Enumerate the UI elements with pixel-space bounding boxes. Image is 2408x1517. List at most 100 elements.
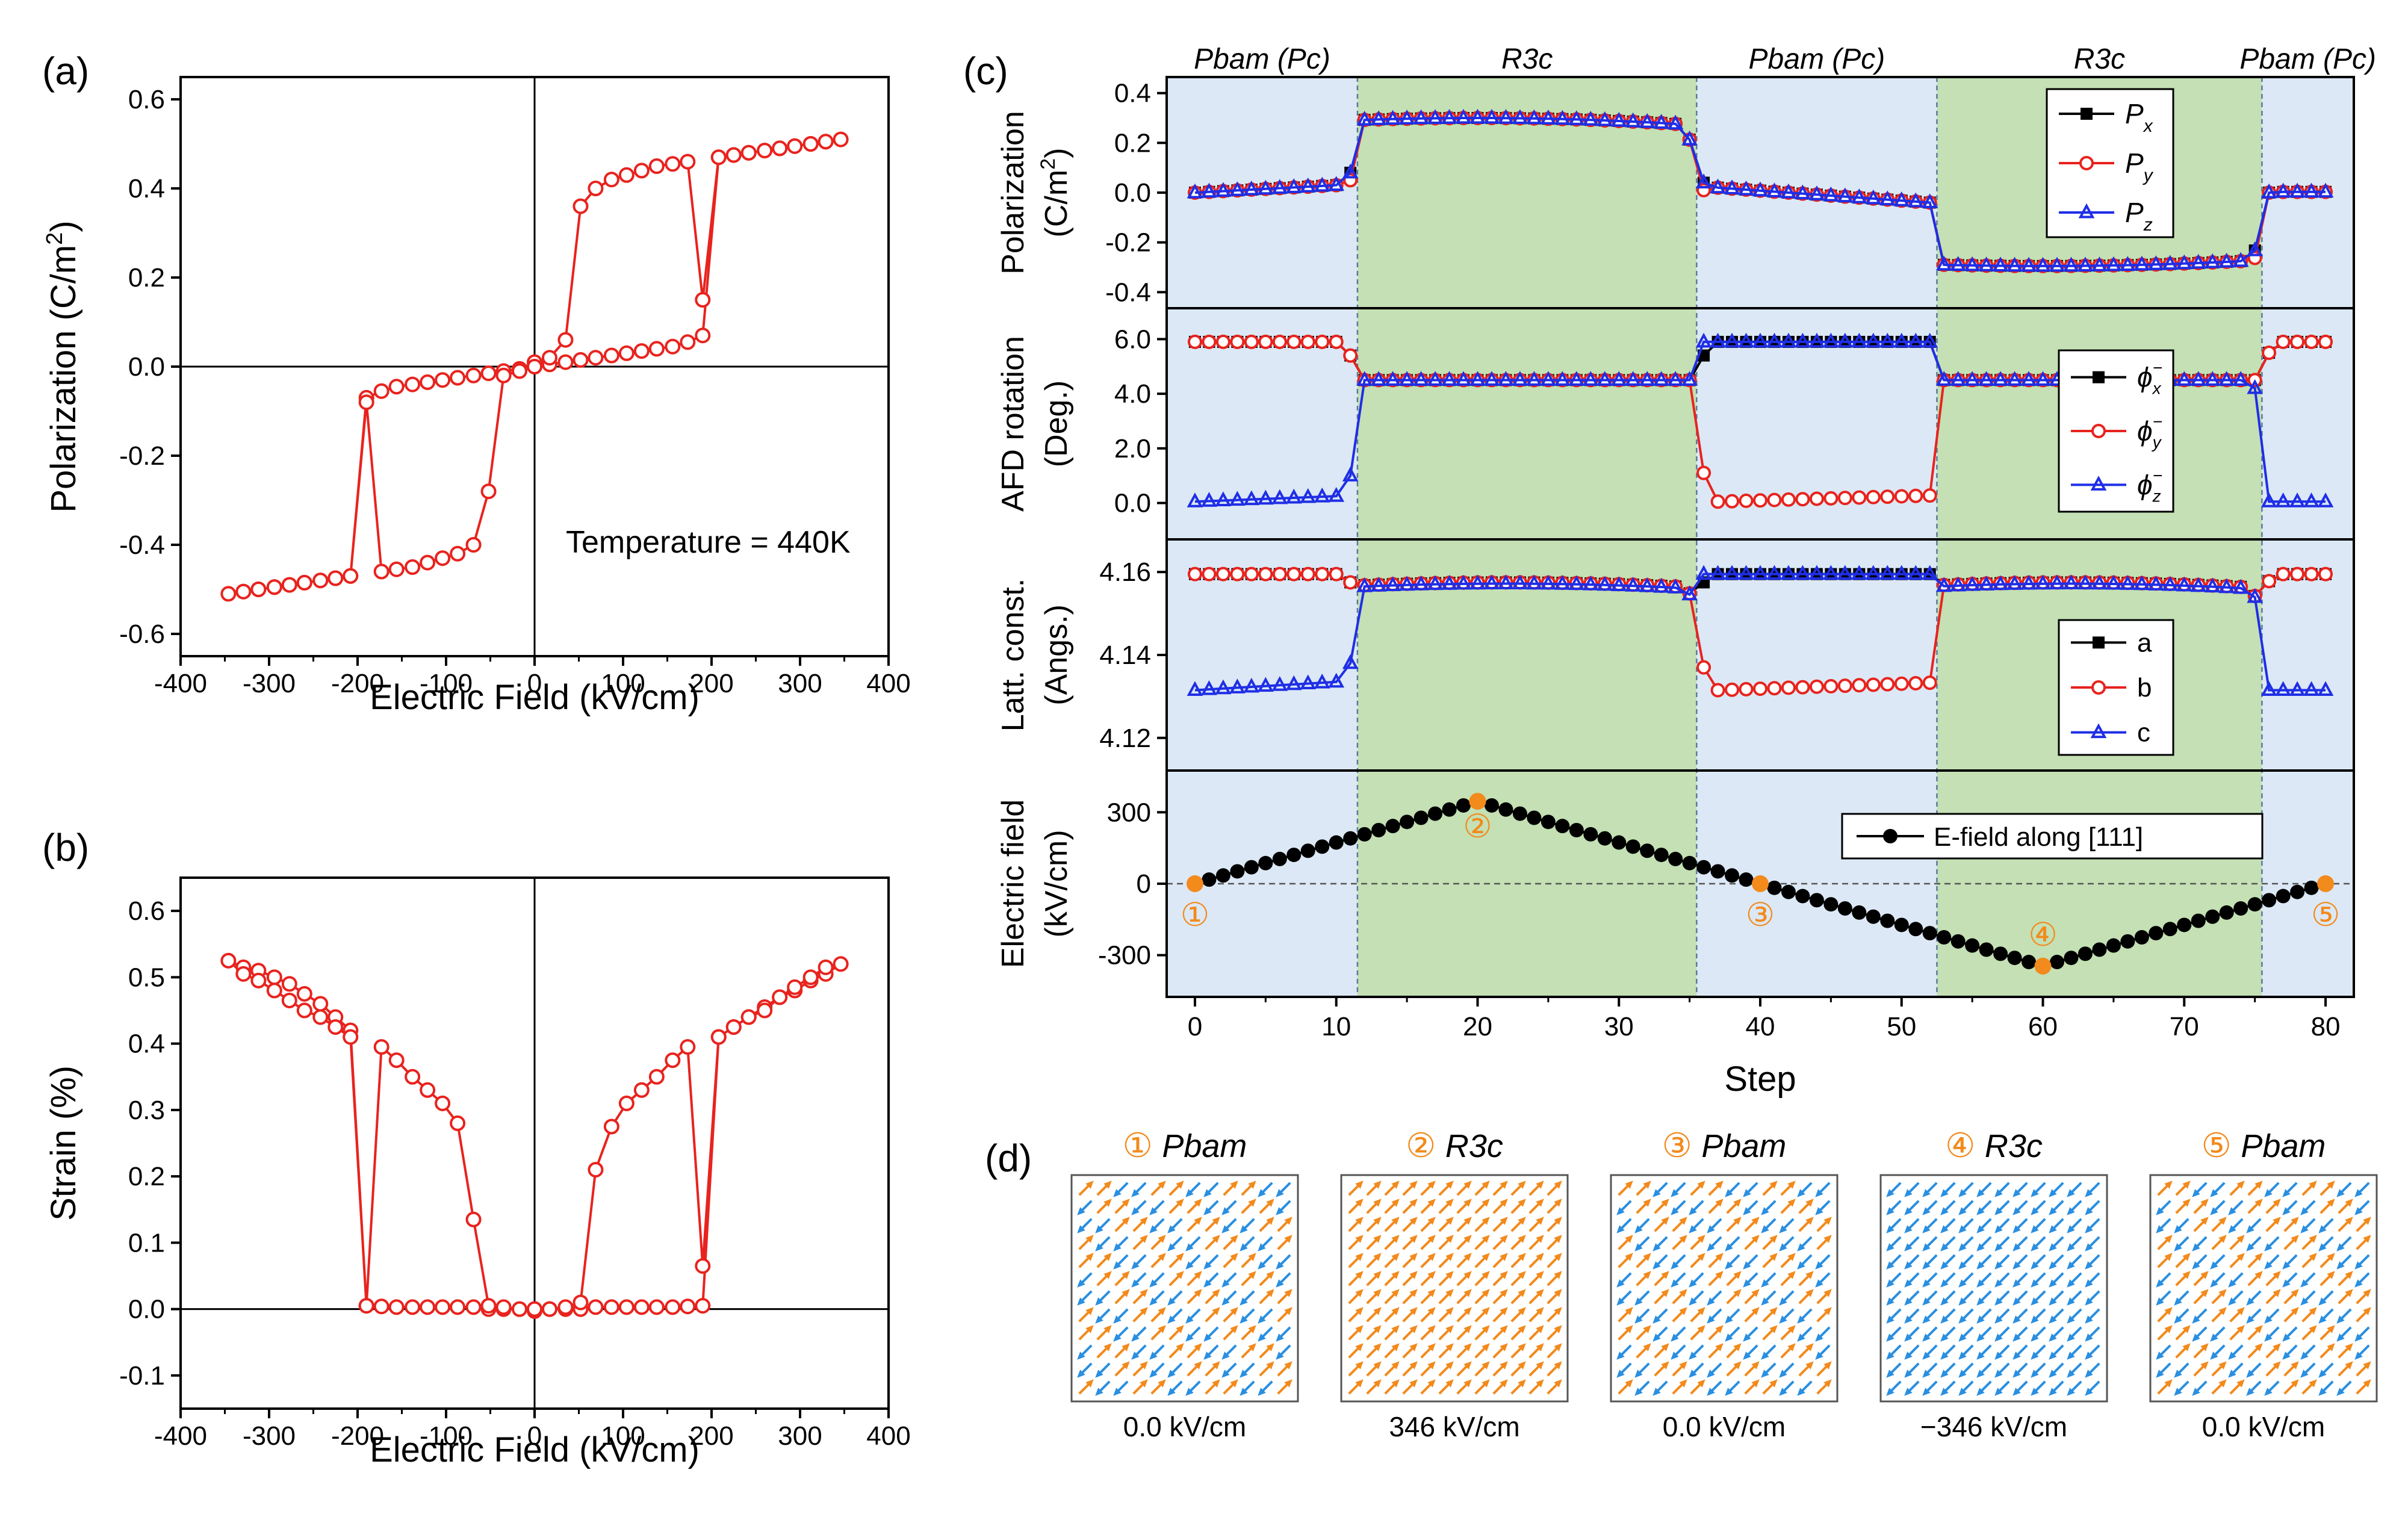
panel-a-point <box>648 341 665 357</box>
lattice-c-point <box>1356 577 1373 592</box>
dipole-arrow-head <box>1554 1325 1562 1333</box>
efield-efield-point <box>1385 819 1400 834</box>
dipole-arrow-head <box>1113 1333 1122 1342</box>
afd-phiz-point <box>2247 379 2264 394</box>
lattice-c-point <box>1483 574 1500 590</box>
dipole-arrow-head <box>1230 1253 1238 1261</box>
legend-marker <box>2081 108 2093 120</box>
dipole-arrow-head <box>2049 1370 2057 1378</box>
dipole-arrow-head <box>1355 1253 1364 1261</box>
dipole-arrow-head <box>1689 1297 1697 1306</box>
lattice-c-point <box>1498 574 1514 590</box>
polarization-pz-point <box>2091 256 2108 271</box>
dipole-arrow-head <box>1958 1207 1967 1215</box>
lattice-b-point <box>1710 683 1725 698</box>
afd-phiy-point <box>2318 334 2333 349</box>
dipole-arrow-head <box>1697 1307 1705 1315</box>
efield-efield-point <box>1852 905 1867 920</box>
panel-b-point <box>740 1009 757 1025</box>
dipole-arrow-head <box>1707 1297 1715 1306</box>
panel-b-point <box>480 1298 497 1314</box>
lattice-c-point <box>2190 577 2207 592</box>
dipole-arrow-head <box>2273 1343 2281 1351</box>
dipole-arrow-head <box>2012 1315 2021 1324</box>
dipole-arrow-head <box>1140 1307 1148 1315</box>
dipole-arrow-head <box>2218 1217 2227 1225</box>
dipole-arrow-head <box>2236 1235 2245 1243</box>
afd-phiz-point <box>1215 491 1232 506</box>
dipole-arrow-head <box>1445 1379 1454 1388</box>
dipole-arrow-head <box>1661 1217 1669 1225</box>
afd-phiz-point <box>2289 492 2306 507</box>
legend-marker <box>2093 636 2105 649</box>
dipole-arrow-head <box>2291 1379 2299 1388</box>
dipole-arrow-head <box>1652 1388 1661 1396</box>
lattice-b-point <box>1823 678 1839 693</box>
panel-a-xtick-label: 100 <box>601 669 645 698</box>
polarization-pz-point <box>1370 110 1387 125</box>
lattice-c-point <box>1427 575 1444 591</box>
lattice-b-point <box>1343 575 1358 590</box>
dipole-arrow-head <box>1427 1180 1436 1189</box>
panel-b-point <box>787 979 803 995</box>
dipole-arrow-head <box>1707 1370 1715 1378</box>
panel-b-point <box>680 1039 696 1055</box>
efield-state-marker <box>2034 957 2052 975</box>
afd-phiy-point <box>1837 491 1852 506</box>
dipole-map-title: ② R3c <box>1406 1126 1503 1164</box>
panel-c-xtick-label: 30 <box>1604 1012 1634 1041</box>
dipole-arrow-head <box>1904 1388 1913 1396</box>
dipole-arrow-head <box>1536 1253 1544 1261</box>
panel-a-point <box>633 163 650 179</box>
panel-a-point <box>495 367 512 383</box>
dipole-arrow-head <box>1482 1307 1490 1315</box>
panel-a-ytick-label: -0.4 <box>119 530 165 560</box>
phase-label: Pbam (Pc) <box>2239 43 2376 75</box>
dipole-arrow-head <box>2192 1333 2200 1342</box>
dipole-arrow-head <box>1149 1297 1158 1306</box>
dipole-arrow-head <box>2192 1243 2200 1252</box>
efield-efield-point <box>1258 855 1273 870</box>
legend-marker <box>2090 723 2107 739</box>
dipole-arrow-head <box>1391 1307 1400 1315</box>
afd-phiz-point <box>1893 332 1910 348</box>
polarization-pz-point <box>1413 109 1429 125</box>
lattice-c-point <box>1370 577 1387 592</box>
panel-a-point <box>588 350 604 366</box>
dipole-arrow-head <box>1751 1289 1760 1297</box>
dipole-arrow-head <box>1500 1343 1508 1351</box>
lattice-b-point <box>1725 682 1740 697</box>
efield-efield-point <box>1739 872 1754 887</box>
afd-phiz-point <box>1780 332 1797 348</box>
dipole-arrow-head <box>2067 1189 2075 1197</box>
dipole-arrow-head <box>1258 1388 1266 1396</box>
efield-efield-point <box>1442 802 1457 817</box>
dipole-arrow-head <box>1373 1325 1382 1333</box>
dipole-arrow-head <box>1391 1271 1400 1279</box>
polarization-pz-point <box>1498 108 1514 124</box>
panel-b-xtick-label: -300 <box>243 1421 296 1451</box>
dipole-arrow-head <box>1994 1279 2003 1288</box>
panel-a-point <box>465 367 482 383</box>
dipole-arrow-head <box>2218 1289 2227 1297</box>
dipole-arrow-head <box>1769 1307 1778 1315</box>
efield-efield-point <box>1286 848 1302 863</box>
dipole-arrow-head <box>2282 1279 2291 1288</box>
dipole-arrow-head <box>2273 1361 2281 1370</box>
lattice-b-point <box>1286 566 1302 582</box>
dipole-arrow-head <box>1266 1289 1274 1297</box>
dipole-arrow-head <box>1536 1180 1544 1189</box>
dipole-arrow-head <box>1643 1199 1651 1207</box>
lattice-c-point <box>1229 678 1246 693</box>
dipole-arrow-head <box>1284 1307 1292 1315</box>
dipole-arrow-head <box>2049 1333 2057 1342</box>
dipole-arrow-head <box>2345 1361 2353 1370</box>
dipole-arrow-head <box>2345 1289 2353 1297</box>
panel-c-xtick-label: 60 <box>2028 1012 2058 1041</box>
afd-phiy-point <box>1866 489 1881 504</box>
efield-efield-point <box>2290 884 2305 899</box>
dipole-arrow-head <box>1355 1361 1364 1370</box>
panel-b-point <box>465 1299 482 1315</box>
legend-marker <box>2078 203 2095 219</box>
dipole-arrow-head <box>1248 1325 1256 1333</box>
